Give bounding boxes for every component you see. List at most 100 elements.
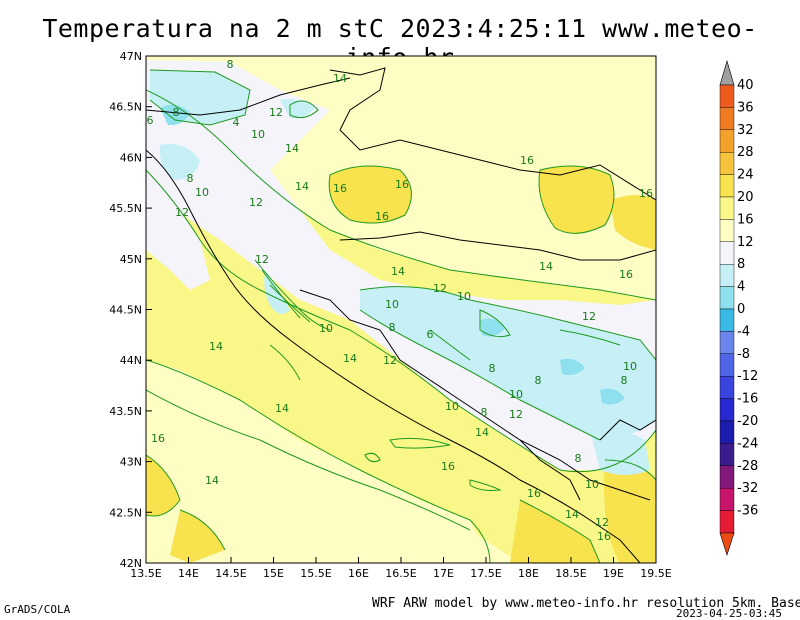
lat-tick-label: 45N xyxy=(120,253,142,266)
colorbar-swatch xyxy=(719,376,735,399)
contour-label: 14 xyxy=(343,352,357,365)
contour-label: 14 xyxy=(391,265,405,278)
longitude-axis: 13.5E 14E 14.5E 15E 15.5E 16E 16.5E 17E 17.5E 18E… xyxy=(130,557,672,580)
lat-tick-label: 42.5N xyxy=(109,506,142,519)
colorbar-label: 8 xyxy=(737,257,745,272)
contour-label: 14 xyxy=(209,340,223,353)
lon-tick-label: 15E xyxy=(263,567,284,580)
lon-tick-label: 17.5E xyxy=(470,567,501,580)
lat-tick-label: 46.5N xyxy=(109,101,142,114)
lon-tick-label: 17E xyxy=(433,567,454,580)
colorbar-label: -24 xyxy=(737,436,758,451)
lon-tick-label: 18.5E xyxy=(555,567,586,580)
colorbar-swatch xyxy=(719,129,735,153)
lat-tick-label: 43.5N xyxy=(109,405,142,418)
colorbar-swatch xyxy=(719,219,735,242)
contour-label: 16 xyxy=(639,187,653,200)
contour-label: 10 xyxy=(385,298,399,311)
model-credit: WRF ARW model by www.meteo-info.hr resol… xyxy=(372,596,800,611)
grads-credit: GrADS/COLA xyxy=(4,603,71,616)
contour-label: 10 xyxy=(623,360,637,373)
temperature-field xyxy=(146,56,656,563)
run-date: 2023-04-25-03:45 xyxy=(676,607,782,620)
lon-tick-label: 15.5E xyxy=(300,567,331,580)
colorbar-label: 4 xyxy=(737,280,745,295)
colorbar-label: 20 xyxy=(737,190,754,205)
contour-label: 16 xyxy=(520,154,534,167)
contour-label: 8 xyxy=(535,374,542,387)
lon-tick-label: 18E xyxy=(518,567,539,580)
lon-tick-label: 14E xyxy=(178,567,199,580)
lat-tick-label: 45.5N xyxy=(109,202,142,215)
contour-label: 10 xyxy=(585,478,599,491)
colorbar-swatch xyxy=(719,308,735,332)
colorbar-min-arrow xyxy=(719,532,735,556)
colorbar-swatch xyxy=(719,151,735,175)
contour-label: 16 xyxy=(375,210,389,223)
contour-label: 14 xyxy=(565,508,579,521)
colorbar-label: -36 xyxy=(737,504,758,519)
lon-tick-label: 19.5E xyxy=(640,567,671,580)
contour-label: 8 xyxy=(489,362,496,375)
colorbar-swatch xyxy=(719,398,735,422)
contour-label: 12 xyxy=(582,310,596,323)
colorbar-label: 40 xyxy=(737,78,754,93)
colorbar-label: -28 xyxy=(737,459,758,474)
contour-label: 6 xyxy=(147,114,154,127)
lat-tick-label: 46N xyxy=(120,151,142,164)
lon-tick-label: 16.5E xyxy=(385,567,416,580)
lon-tick-label: 14.5E xyxy=(215,567,246,580)
contour-label: 14 xyxy=(475,426,489,439)
contour-label: 16 xyxy=(395,178,409,191)
contour-label: 14 xyxy=(539,260,553,273)
contour-label: 10 xyxy=(509,388,523,401)
contour-label: 12 xyxy=(509,408,523,421)
contour-label: 8 xyxy=(575,452,582,465)
latitude-axis: 47N 46.5N 46N 45.5N 45N 44.5N 44N 43.5N 43N 42.5N… xyxy=(109,50,152,570)
contour-label: 12 xyxy=(433,282,447,295)
contour-label: 12 xyxy=(175,206,189,219)
contour-label: 12 xyxy=(255,253,269,266)
colorbar-label: -12 xyxy=(737,369,758,384)
colorbar-label: 16 xyxy=(737,212,754,227)
contour-label: 16 xyxy=(441,460,455,473)
colorbar-swatch xyxy=(719,241,735,265)
colorbar-swatch xyxy=(719,465,735,489)
contour-label: 12 xyxy=(595,516,609,529)
contour-label: 16 xyxy=(597,530,611,543)
colorbar-label: -32 xyxy=(737,481,758,496)
lat-tick-label: 44.5N xyxy=(109,304,142,317)
lat-tick-label: 44N xyxy=(120,354,142,367)
contour-label: 8 xyxy=(227,58,234,71)
contour-label: 16 xyxy=(527,487,541,500)
contour-label: 4 xyxy=(233,116,240,129)
contour-label: 12 xyxy=(383,354,397,367)
lon-tick-label: 19E xyxy=(603,567,624,580)
colorbar-swatch xyxy=(719,353,735,377)
contour-label: 10 xyxy=(195,186,209,199)
lat-tick-label: 43N xyxy=(120,456,142,469)
colorbar-label: 28 xyxy=(737,145,754,160)
contour-label: 14 xyxy=(295,180,309,193)
colorbar-label: 12 xyxy=(737,235,754,250)
contour-label: 12 xyxy=(269,106,283,119)
lat-tick-label: 47N xyxy=(120,50,142,63)
lat-tick-label: 42N xyxy=(120,557,142,570)
contour-label: 8 xyxy=(187,172,194,185)
contour-label: 16 xyxy=(619,268,633,281)
colorbar-swatch xyxy=(719,488,735,511)
colorbar-label: 0 xyxy=(737,302,745,317)
colorbar-swatch xyxy=(719,331,735,354)
colorbar-label: -16 xyxy=(737,392,758,407)
colorbar-swatch xyxy=(719,174,735,198)
colorbar-label: -8 xyxy=(737,347,750,362)
contour-label: 10 xyxy=(319,322,333,335)
colorbar-max-arrow xyxy=(719,59,735,86)
contour-label: 10 xyxy=(445,400,459,413)
contour-label: 14 xyxy=(285,142,299,155)
colorbar-swatch xyxy=(719,196,735,220)
contour-label: 8 xyxy=(173,106,180,119)
colorbar-swatch xyxy=(719,510,735,534)
colorbar-label: 32 xyxy=(737,123,754,138)
